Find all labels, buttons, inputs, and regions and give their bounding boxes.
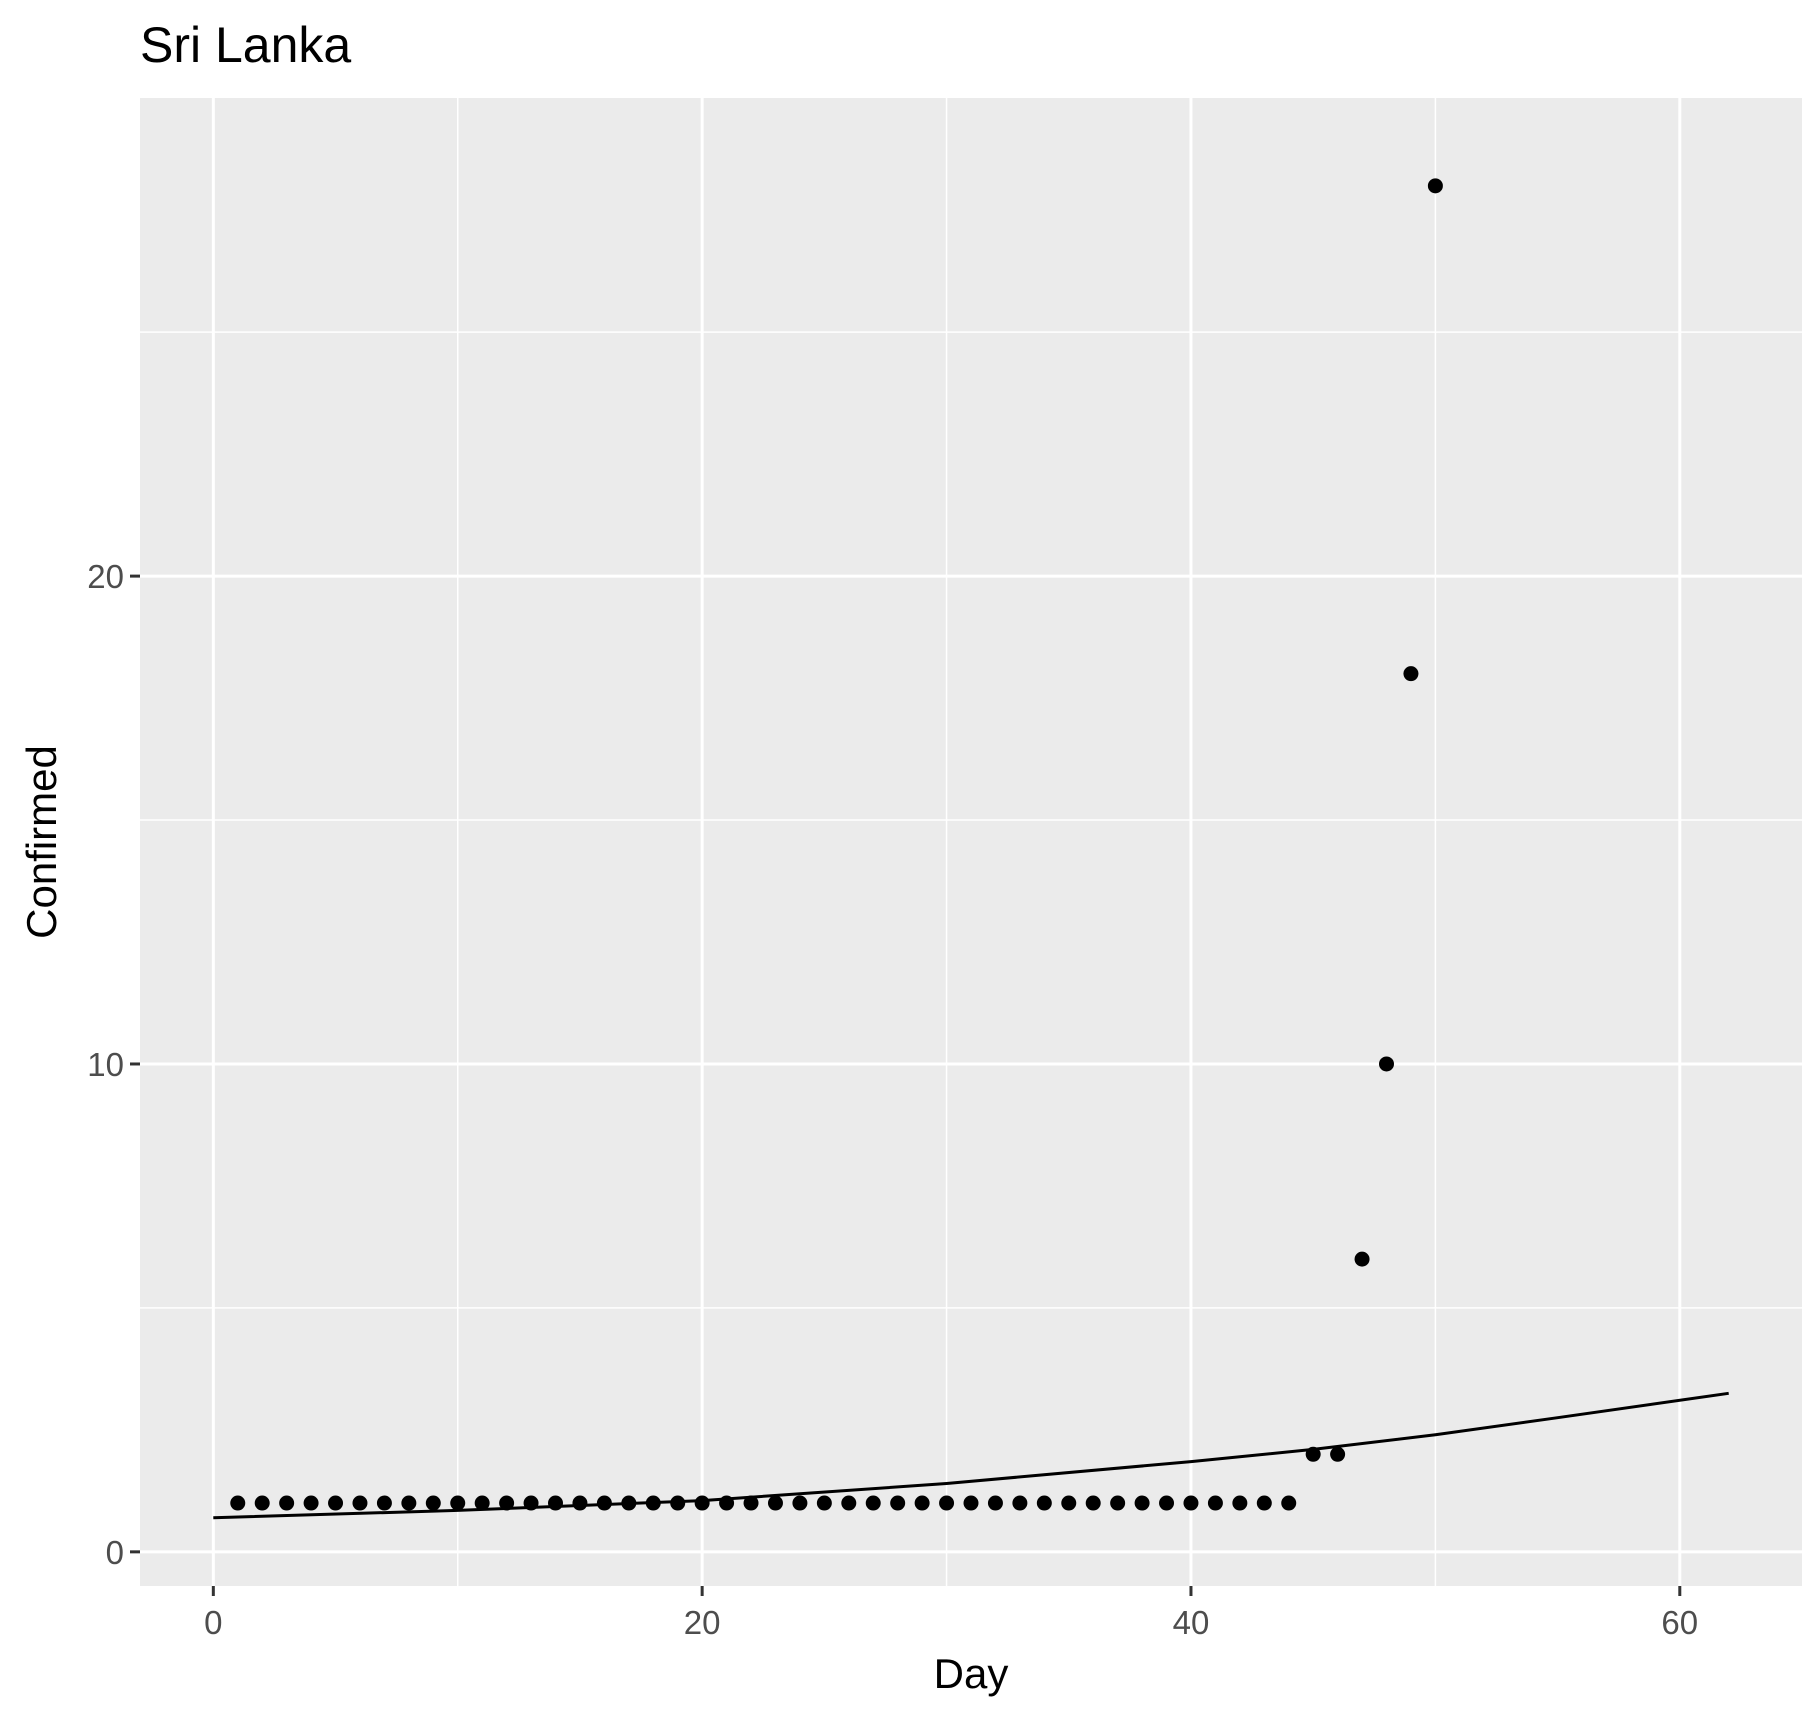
x-tick-label: 20 — [684, 1604, 721, 1641]
data-point — [1330, 1446, 1346, 1462]
data-point — [914, 1495, 930, 1511]
data-point — [328, 1495, 344, 1511]
data-point — [841, 1495, 857, 1511]
plot-panel — [140, 98, 1802, 1586]
data-point — [963, 1495, 979, 1511]
x-tick-label: 0 — [204, 1604, 222, 1641]
data-point — [352, 1495, 368, 1511]
data-point — [572, 1495, 588, 1511]
data-point — [1379, 1056, 1394, 1072]
data-point — [1061, 1495, 1077, 1511]
data-point — [939, 1495, 955, 1511]
data-point — [621, 1495, 637, 1511]
data-point — [303, 1495, 319, 1511]
data-point — [1427, 178, 1443, 194]
y-tick-label: 10 — [87, 1046, 124, 1083]
data-point — [865, 1495, 881, 1511]
data-point — [743, 1495, 759, 1511]
data-point — [645, 1495, 661, 1511]
data-point — [1354, 1251, 1370, 1267]
data-point — [401, 1495, 417, 1511]
data-point — [719, 1495, 735, 1511]
data-point — [523, 1495, 539, 1511]
fit-line-group — [213, 1391, 1729, 1520]
data-point — [230, 1495, 246, 1511]
data-point — [1256, 1495, 1272, 1511]
y-tick-label: 0 — [106, 1534, 124, 1571]
data-point — [548, 1495, 563, 1511]
data-point — [425, 1495, 441, 1511]
x-tick-label: 40 — [1173, 1604, 1210, 1641]
chart-title: Sri Lanka — [140, 17, 351, 73]
data-point — [694, 1495, 710, 1511]
data-point — [499, 1495, 515, 1511]
data-point — [1110, 1495, 1126, 1511]
data-point — [987, 1495, 1003, 1511]
data-point — [1183, 1495, 1199, 1511]
data-point — [1134, 1495, 1150, 1511]
data-point — [1281, 1495, 1297, 1511]
x-axis-title: Day — [934, 1650, 1009, 1697]
data-point — [1159, 1495, 1175, 1511]
data-point — [1305, 1446, 1321, 1462]
axes: 0 20 40 60 0 10 20 — [87, 558, 1698, 1641]
y-tick-label: 20 — [87, 558, 124, 595]
data-point — [670, 1495, 686, 1511]
data-point — [1232, 1495, 1248, 1511]
fit-line — [213, 1391, 1729, 1520]
data-point — [1036, 1495, 1052, 1511]
data-point — [792, 1495, 808, 1511]
data-point — [450, 1495, 466, 1511]
data-point — [1403, 666, 1419, 682]
data-point — [767, 1495, 783, 1511]
data-point — [376, 1495, 392, 1511]
data-point — [890, 1495, 906, 1511]
data-point — [596, 1495, 612, 1511]
data-point — [1085, 1495, 1101, 1511]
grid-lines — [140, 98, 1802, 1586]
data-point — [474, 1495, 490, 1511]
data-points — [230, 178, 1443, 1511]
data-point — [1012, 1495, 1028, 1511]
data-point — [816, 1495, 832, 1511]
data-point — [254, 1495, 270, 1511]
y-axis-title: Confirmed — [18, 745, 65, 939]
data-point — [279, 1495, 295, 1511]
data-point — [1207, 1495, 1223, 1511]
x-tick-label: 60 — [1661, 1604, 1698, 1641]
